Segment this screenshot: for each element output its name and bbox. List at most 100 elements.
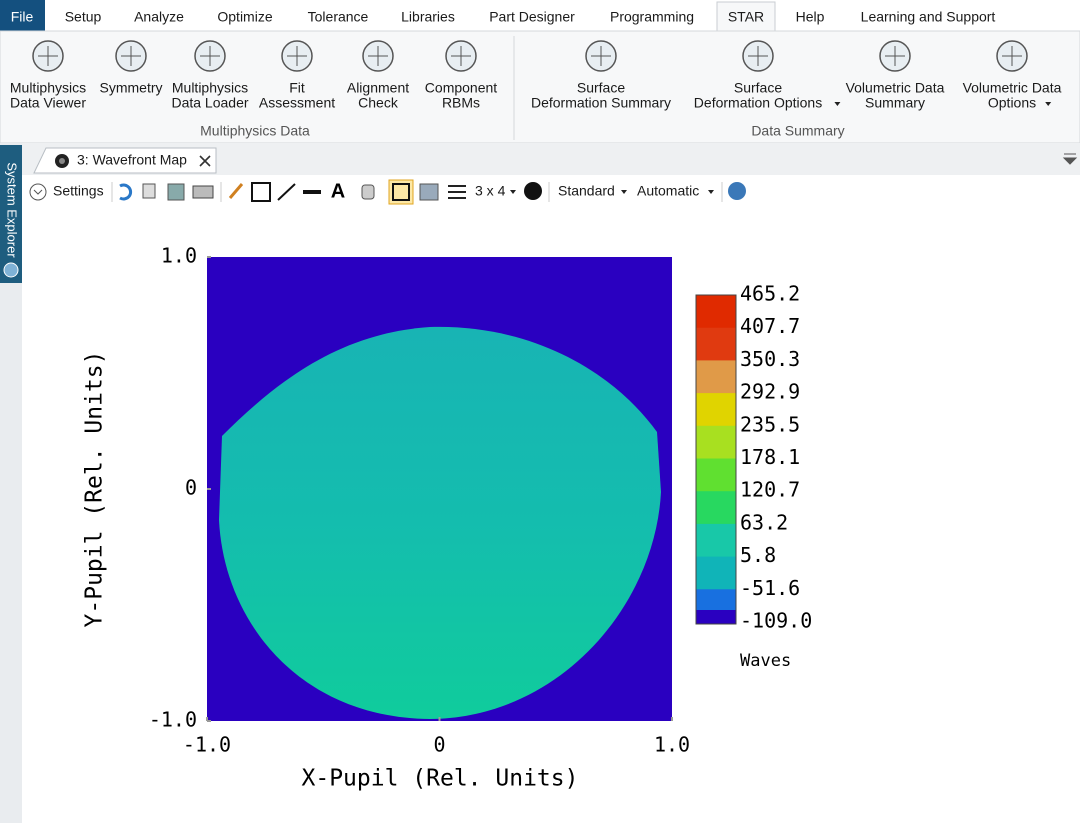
- print-icon[interactable]: [192, 185, 214, 199]
- lock-icon[interactable]: [361, 184, 375, 200]
- ribbon-button-label[interactable]: Fit: [289, 80, 305, 96]
- menu-tab[interactable]: Part Designer: [489, 9, 575, 25]
- ribbon-button-label[interactable]: Options: [988, 95, 1036, 111]
- ribbon-button-icon-detail: [591, 46, 611, 66]
- menu-tab[interactable]: Setup: [65, 9, 102, 25]
- x-tick-label: -1.0: [183, 733, 231, 757]
- menu-tab[interactable]: Optimize: [217, 9, 272, 25]
- settings-button[interactable]: Settings: [53, 183, 104, 199]
- scale-dropdown[interactable]: Automatic: [637, 183, 699, 199]
- ribbon-button-label[interactable]: Summary: [865, 95, 925, 111]
- side-panel-tab[interactable]: [0, 145, 22, 283]
- tab-menu[interactable]: [1062, 153, 1078, 165]
- colorbar-band: [696, 360, 736, 394]
- ribbon-button-label[interactable]: Alignment: [347, 80, 409, 96]
- text-icon[interactable]: A: [331, 180, 345, 202]
- colorbar-band: [696, 458, 736, 492]
- ribbon-button-label[interactable]: Multiphysics: [10, 80, 86, 96]
- scale-arrow: [708, 190, 714, 194]
- menu-tab[interactable]: STAR: [728, 9, 764, 25]
- y-axis-label: Y-Pupil (Rel. Units): [82, 351, 108, 628]
- colorbar-label: 292.9: [740, 380, 800, 404]
- side-panel-icon[interactable]: [3, 262, 19, 278]
- y-tick-label: -1.0: [149, 708, 197, 732]
- ribbon-button-label[interactable]: Symmetry: [100, 80, 163, 96]
- menu-tab[interactable]: Help: [796, 9, 825, 25]
- colorbar-band: [696, 556, 736, 590]
- ribbon-button-icon-detail: [451, 46, 471, 66]
- ribbon-button-label[interactable]: Surface: [577, 80, 625, 96]
- menu-tab[interactable]: Tolerance: [308, 9, 369, 25]
- colorbar-band: [696, 523, 736, 558]
- menu-tab[interactable]: Libraries: [401, 9, 455, 25]
- settings-chevron: [33, 189, 43, 195]
- ribbon-button-label[interactable]: Assessment: [259, 95, 335, 111]
- ribbon-button-label[interactable]: Deformation Options: [694, 95, 822, 111]
- colorbar-label: 178.1: [740, 445, 800, 469]
- ribbon-group-label: Data Summary: [751, 123, 844, 139]
- wavefront-map: [219, 326, 661, 719]
- window-icon[interactable]: [419, 183, 439, 201]
- menu-tab[interactable]: Learning and Support: [861, 9, 996, 25]
- side-strip: [0, 143, 22, 823]
- colorbar-label: 235.5: [740, 412, 800, 436]
- settings-toggle[interactable]: [29, 183, 47, 201]
- colorbar-label: -109.0: [740, 609, 812, 633]
- copy-icon[interactable]: [142, 183, 156, 199]
- layout-arrow: [510, 190, 516, 194]
- side-panel-label[interactable]: System Explorer: [5, 162, 20, 258]
- colorbar-label: 465.2: [740, 282, 800, 306]
- colorbar-band: [696, 610, 736, 624]
- doc-tab[interactable]: [33, 147, 217, 174]
- ribbon-button-label[interactable]: RBMs: [442, 95, 480, 111]
- menu-tab[interactable]: File: [11, 9, 34, 25]
- ribbon-button-icon-detail: [368, 46, 388, 66]
- layout-dropdown[interactable]: 3 x 4: [475, 183, 506, 199]
- ribbon-button-icon-detail: [200, 46, 220, 66]
- ribbon-button-icon-detail: [287, 46, 307, 66]
- arrow-icon[interactable]: [277, 183, 296, 201]
- colorbar-band: [696, 425, 736, 459]
- dropdown-arrow: [834, 102, 841, 106]
- dropdown-arrow: [1045, 102, 1052, 106]
- colorbar-label: -51.6: [740, 576, 800, 600]
- ribbon-button-icon-detail: [38, 46, 58, 66]
- doc-tab-close[interactable]: [199, 155, 211, 167]
- ribbon-button-label[interactable]: Volumetric Data: [963, 80, 1062, 96]
- refresh-icon[interactable]: [119, 183, 133, 201]
- menu-bar: [0, 0, 1080, 32]
- colorbar-band: [696, 491, 736, 525]
- ribbon-button-label[interactable]: Data Viewer: [10, 95, 86, 111]
- rotate-icon[interactable]: [524, 182, 542, 200]
- doc-tab-title[interactable]: 3: Wavefront Map: [77, 152, 187, 168]
- colorbar-label: 63.2: [740, 510, 788, 534]
- colorbar-band: [696, 393, 736, 427]
- pencil-icon[interactable]: [228, 183, 244, 199]
- ribbon-button-icon-detail: [121, 46, 141, 66]
- ribbon-button-label[interactable]: Surface: [734, 80, 782, 96]
- ribbon-button-label[interactable]: Component: [425, 80, 497, 96]
- style-dropdown[interactable]: Standard: [558, 183, 615, 199]
- ribbon-button-label[interactable]: Check: [358, 95, 399, 111]
- file-tab-bg: [0, 0, 45, 31]
- layers-icon[interactable]: [448, 185, 466, 199]
- ribbon-button-label[interactable]: Deformation Summary: [531, 95, 671, 111]
- ribbon-button-label[interactable]: Volumetric Data: [846, 80, 945, 96]
- ribbon-button-icon-detail: [1002, 46, 1022, 66]
- ribbon-button-label[interactable]: Multiphysics: [172, 80, 248, 96]
- ribbon-group-label: Multiphysics Data: [200, 123, 310, 139]
- menu-tab[interactable]: Analyze: [134, 9, 184, 25]
- colorbar-label: 350.3: [740, 347, 800, 371]
- ribbon-button-icon-detail: [748, 46, 768, 66]
- menu-tab[interactable]: Programming: [610, 9, 694, 25]
- ribbon-button-label[interactable]: Data Loader: [171, 95, 248, 111]
- style-arrow: [621, 190, 627, 194]
- x-tick-label: 1.0: [654, 733, 690, 757]
- rectangle-icon[interactable]: [251, 182, 271, 202]
- colorbar-label: 120.7: [740, 478, 800, 502]
- help-icon[interactable]: [728, 182, 746, 200]
- colorbar-label: 407.7: [740, 314, 800, 338]
- save-icon[interactable]: [167, 183, 185, 201]
